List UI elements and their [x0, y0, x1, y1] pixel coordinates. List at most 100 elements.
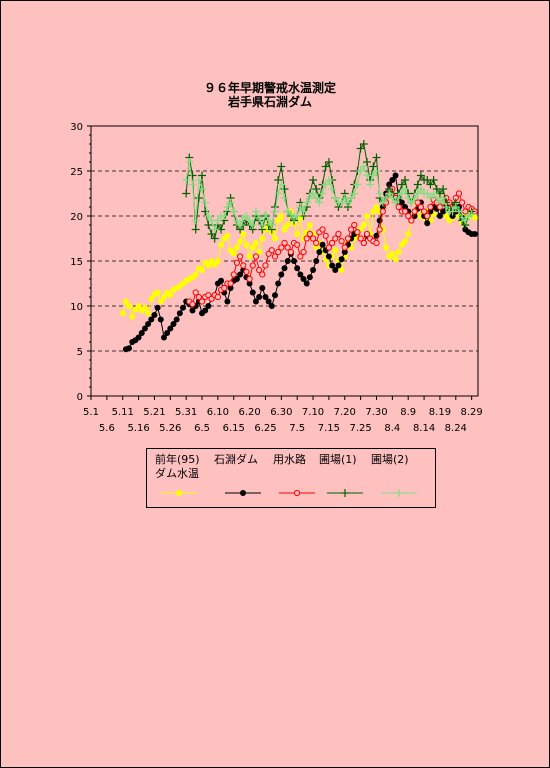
data-point-4 — [232, 216, 241, 225]
data-point-3 — [207, 230, 216, 238]
data-point-4 — [347, 194, 356, 202]
data-point-0 — [360, 222, 367, 228]
data-point-1 — [202, 307, 209, 314]
x-tick-label-bottom: 6.25 — [254, 423, 276, 434]
x-tick-label-top: 8.29 — [461, 407, 483, 418]
data-point-4 — [366, 180, 375, 189]
data-point-4 — [185, 158, 194, 166]
data-point-0 — [199, 267, 206, 273]
data-point-0 — [402, 238, 409, 245]
data-point-4 — [451, 203, 460, 211]
data-point-1 — [297, 271, 304, 278]
data-point-4 — [401, 185, 410, 193]
data-point-2 — [379, 208, 386, 215]
data-point-2 — [360, 239, 367, 247]
data-point-3 — [401, 176, 410, 184]
data-point-1 — [246, 280, 253, 287]
data-point-4 — [302, 198, 311, 207]
data-point-3 — [321, 162, 330, 171]
data-point-4 — [315, 198, 324, 207]
data-point-2 — [351, 221, 358, 229]
data-point-2 — [192, 289, 199, 296]
data-point-3 — [324, 158, 333, 166]
data-point-1 — [167, 325, 174, 332]
data-point-2 — [198, 298, 206, 305]
data-point-0 — [284, 222, 291, 228]
x-tick-label-bottom: 6.5 — [194, 423, 210, 434]
data-point-1 — [176, 310, 183, 317]
data-point-4 — [312, 194, 321, 202]
legend-marker — [341, 489, 349, 497]
legend-swatch-1 — [225, 490, 261, 496]
data-point-0 — [271, 235, 278, 242]
data-point-4 — [194, 176, 203, 184]
x-tick-label-bottom: 5.6 — [99, 423, 115, 434]
data-point-3 — [416, 171, 425, 180]
data-point-4 — [198, 185, 207, 193]
data-point-0 — [338, 267, 345, 273]
legend-marker — [293, 489, 301, 497]
data-point-1 — [160, 334, 167, 341]
x-tick-label-bottom: 7.5 — [289, 423, 305, 434]
data-point-2 — [300, 248, 307, 256]
data-point-1 — [392, 172, 399, 179]
data-point-0 — [129, 313, 136, 320]
data-point-1 — [157, 316, 164, 323]
legend-label-0: 前年(95) ダム水温 — [155, 453, 200, 480]
y-tick-label: 0 — [77, 392, 83, 403]
data-point-0 — [218, 241, 225, 248]
data-point-0 — [167, 292, 174, 299]
data-point-4 — [343, 198, 352, 207]
data-point-4 — [321, 180, 330, 189]
data-point-0 — [383, 244, 390, 251]
data-point-2 — [319, 226, 326, 233]
data-point-0 — [281, 226, 288, 233]
legend-marker — [240, 490, 246, 496]
data-point-0 — [471, 214, 478, 221]
legend-label-2: 用水路 — [273, 453, 306, 466]
data-point-2 — [268, 247, 275, 254]
data-point-4 — [204, 212, 213, 220]
data-point-1 — [138, 330, 145, 336]
data-point-2 — [341, 244, 348, 251]
data-point-1 — [284, 258, 291, 264]
data-point-0 — [119, 310, 126, 317]
data-point-0 — [154, 289, 161, 296]
data-point-2 — [294, 241, 301, 248]
data-point-0 — [370, 208, 377, 215]
data-point-2 — [332, 235, 339, 242]
data-point-1 — [306, 274, 313, 281]
x-tick-label-bottom: 7.25 — [349, 423, 371, 434]
data-point-4 — [201, 198, 210, 207]
data-point-2 — [335, 230, 342, 238]
data-point-1 — [278, 271, 285, 278]
data-point-2 — [348, 226, 355, 233]
x-tick-label-bottom: 8.14 — [413, 423, 435, 434]
data-point-0 — [122, 298, 129, 305]
legend-marker — [176, 490, 182, 496]
data-point-4 — [293, 212, 302, 220]
data-point-2 — [344, 235, 352, 242]
data-point-4 — [251, 207, 260, 216]
x-tick-label-top: 5.21 — [143, 407, 165, 418]
data-point-0 — [443, 213, 450, 219]
data-point-2 — [195, 293, 202, 301]
data-point-2 — [230, 271, 237, 278]
data-point-2 — [420, 208, 428, 215]
data-point-2 — [233, 259, 241, 266]
data-point-1 — [389, 177, 396, 183]
data-point-2 — [401, 208, 409, 215]
data-point-0 — [306, 222, 313, 228]
data-point-4 — [467, 210, 476, 219]
legend-swatch-2 — [279, 489, 315, 497]
data-point-4 — [261, 210, 270, 219]
data-point-0 — [405, 231, 412, 237]
data-point-3 — [198, 171, 207, 180]
data-point-4 — [213, 216, 222, 225]
y-tick-label: 30 — [70, 122, 83, 133]
data-point-2 — [278, 244, 285, 251]
data-point-1 — [319, 241, 326, 248]
data-point-4 — [350, 189, 359, 198]
data-point-4 — [331, 194, 340, 202]
data-point-4 — [299, 207, 308, 216]
